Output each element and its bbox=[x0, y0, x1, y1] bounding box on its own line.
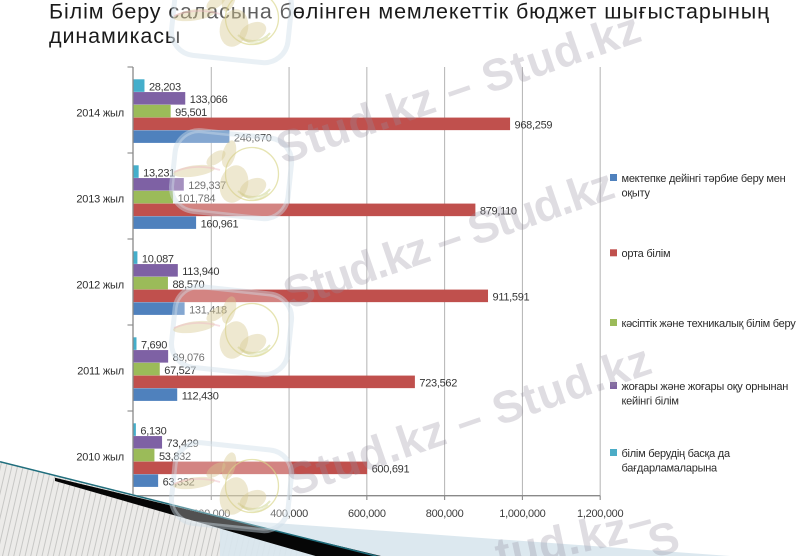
svg-text:1,000,000: 1,000,000 bbox=[499, 508, 545, 520]
svg-text:оқыту: оқыту bbox=[622, 188, 651, 200]
svg-text:1,200,000: 1,200,000 bbox=[577, 508, 623, 520]
svg-text:88,570: 88,570 bbox=[172, 279, 204, 291]
svg-text:динамикасы: динамикасы bbox=[49, 24, 181, 48]
svg-text:жоғары және жоғары оқу орнынан: жоғары және жоғары оқу орнынан bbox=[622, 381, 789, 393]
svg-text:6,130: 6,130 bbox=[140, 425, 166, 437]
svg-text:73,429: 73,429 bbox=[167, 438, 199, 450]
svg-text:кейінгі білім: кейінгі білім bbox=[622, 396, 679, 408]
svg-text:Stud.kz – Stud.kz: Stud.kz – Stud.kz bbox=[280, 333, 658, 506]
svg-text:911,591: 911,591 bbox=[493, 292, 530, 304]
svg-text:133,066: 133,066 bbox=[190, 94, 228, 106]
svg-text:246,670: 246,670 bbox=[234, 132, 272, 144]
svg-text:95,501: 95,501 bbox=[175, 107, 207, 119]
svg-text:879,110: 879,110 bbox=[480, 206, 517, 218]
svg-text:600,000: 600,000 bbox=[348, 508, 386, 520]
svg-text:S: S bbox=[642, 510, 685, 556]
svg-text:89,076: 89,076 bbox=[173, 352, 205, 364]
svg-text:2011 жыл: 2011 жыл bbox=[77, 366, 124, 378]
svg-text:112,430: 112,430 bbox=[182, 390, 219, 402]
svg-text:кәсіптік және техникалық білім: кәсіптік және техникалық білім беру bbox=[622, 318, 797, 330]
svg-text:7,690: 7,690 bbox=[141, 339, 167, 351]
svg-text:орта білім: орта білім bbox=[622, 248, 671, 260]
svg-text:129,337: 129,337 bbox=[188, 180, 226, 192]
svg-text:Білім беру саласына бөлінген м: Білім беру саласына бөлінген мемлекеттік… bbox=[49, 0, 770, 23]
svg-text:бағдарламаларына: бағдарламаларына bbox=[622, 463, 719, 475]
svg-text:67,527: 67,527 bbox=[164, 365, 196, 377]
svg-text:160,961: 160,961 bbox=[201, 218, 239, 230]
svg-text:53,832: 53,832 bbox=[159, 451, 191, 463]
svg-text:2010 жыл: 2010 жыл bbox=[76, 452, 124, 464]
svg-text:білім берудің басқа да: білім берудің басқа да bbox=[622, 448, 731, 460]
svg-text:13,231: 13,231 bbox=[143, 167, 175, 179]
svg-text:28,203: 28,203 bbox=[149, 81, 181, 93]
svg-text:2012 жыл: 2012 жыл bbox=[76, 280, 124, 292]
svg-text:400,000: 400,000 bbox=[270, 508, 308, 520]
svg-text:63,332: 63,332 bbox=[163, 476, 195, 488]
svg-text:2013 жыл: 2013 жыл bbox=[76, 194, 124, 206]
svg-text:723,562: 723,562 bbox=[419, 378, 457, 390]
svg-text:113,940: 113,940 bbox=[182, 266, 219, 278]
svg-text:Stud.kz – Stud.kz: Stud.kz – Stud.kz bbox=[270, 1, 648, 174]
svg-text:968,259: 968,259 bbox=[515, 120, 553, 132]
svg-text:10,087: 10,087 bbox=[142, 253, 174, 265]
svg-text:600,691: 600,691 bbox=[372, 464, 410, 476]
svg-text:2014 жыл: 2014 жыл bbox=[76, 108, 124, 120]
svg-text:800,000: 800,000 bbox=[426, 508, 464, 520]
svg-text:мектепке дейінгі тәрбие беру м: мектепке дейінгі тәрбие беру мен bbox=[622, 173, 786, 185]
svg-text:131,418: 131,418 bbox=[189, 304, 227, 316]
svg-text:101,784: 101,784 bbox=[178, 193, 216, 205]
